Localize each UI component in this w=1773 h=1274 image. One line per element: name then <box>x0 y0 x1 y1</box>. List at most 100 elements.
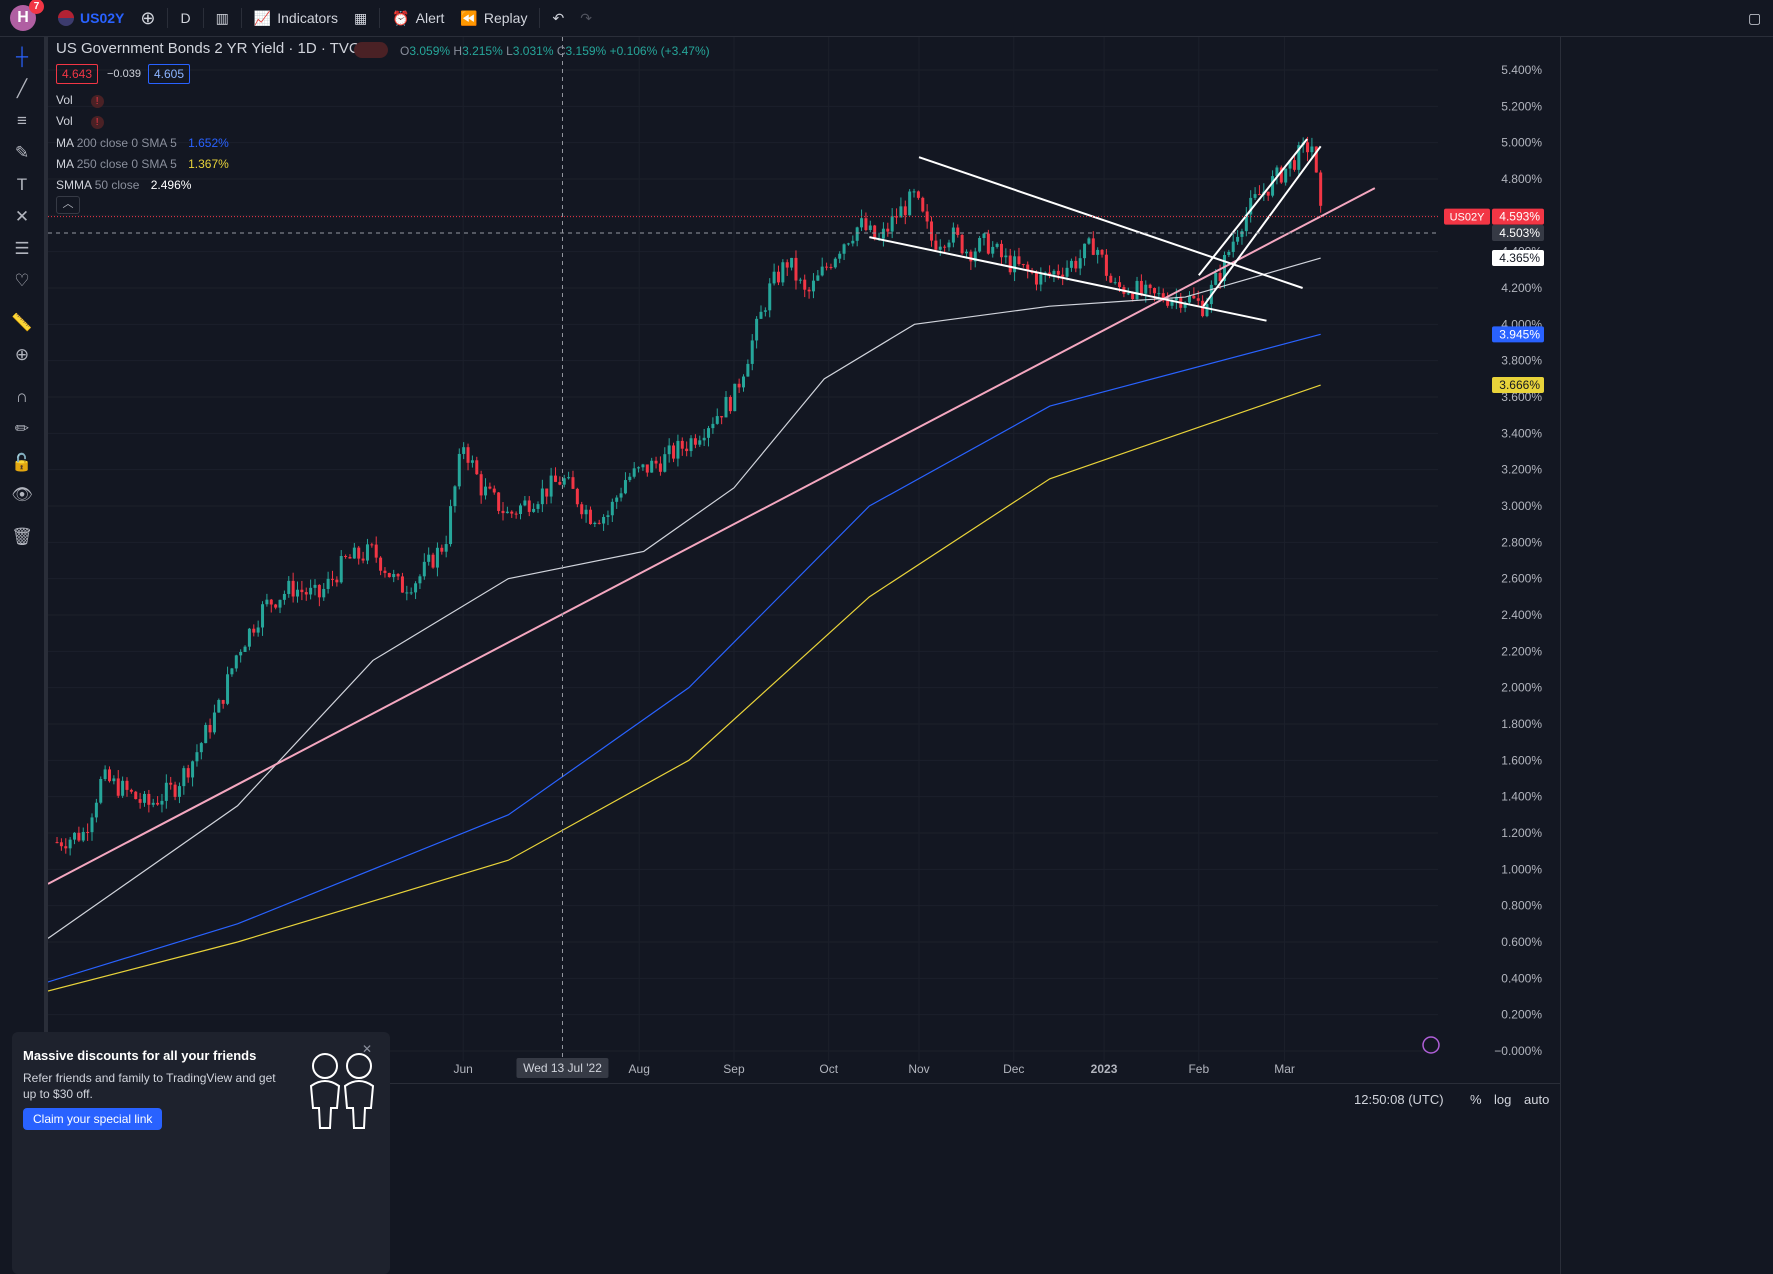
ma200-price-badge: 3.945% <box>1499 327 1540 341</box>
vol-indicator-1[interactable]: Vol! <box>56 93 104 108</box>
y-tick-label: 0.600% <box>1501 935 1542 949</box>
candle-body <box>129 789 133 792</box>
eye-icon[interactable]: 👁 <box>11 485 33 504</box>
warning-icon: ! <box>90 95 104 108</box>
trash-icon[interactable]: 🗑 <box>11 527 33 546</box>
candle-body <box>1109 275 1113 283</box>
trendline-tool-icon[interactable]: ╱ <box>16 79 28 98</box>
candle-body <box>392 574 396 578</box>
candle-body <box>1096 249 1100 255</box>
alert-button[interactable]: ⏰ Alert <box>384 0 452 36</box>
stay-drawing-icon[interactable]: ✏ <box>14 419 30 438</box>
crosshair-icon[interactable]: ┼ <box>15 47 29 66</box>
candle-body <box>951 227 955 243</box>
redo-button[interactable]: ↷ <box>572 0 600 36</box>
candle-body <box>1039 274 1043 285</box>
candle-body <box>1048 272 1052 275</box>
zoom-in-icon[interactable]: ⊕ <box>14 345 30 364</box>
smma-indicator[interactable]: SMMA 50 close 2.496% <box>56 178 191 192</box>
claim-link-button[interactable]: Claim your special link <box>23 1108 163 1130</box>
text-tool-icon[interactable]: T <box>16 175 28 194</box>
indicator-value: 2.496% <box>150 178 192 192</box>
candle-body <box>1187 295 1191 303</box>
percent-scale-button[interactable]: % <box>1470 1092 1482 1107</box>
indicators-icon: 📈 <box>253 9 272 26</box>
promo-title: Massive discounts for all your friends <box>23 1048 257 1063</box>
brush-tool-icon[interactable]: ✎ <box>14 143 30 162</box>
symbol-search-button[interactable]: US02Y <box>50 0 132 36</box>
visibility-toggle[interactable] <box>354 42 388 58</box>
crosshair-price-badge: 4.503% <box>1499 226 1540 240</box>
candle-body <box>156 802 160 805</box>
candle-body <box>816 275 820 281</box>
magnet-icon[interactable]: ∩ <box>15 387 29 406</box>
candle-body <box>239 651 243 656</box>
vol-indicator-2[interactable]: Vol! <box>56 114 104 129</box>
ma200-indicator[interactable]: MA 200 close 0 SMA 5 1.652% <box>56 136 229 150</box>
candle-body <box>217 700 221 713</box>
candle-body <box>693 438 697 445</box>
candle-body <box>1170 300 1174 306</box>
plus-circle-icon: ⊕ <box>140 7 156 28</box>
candle-body <box>291 580 295 597</box>
replay-button[interactable]: ⏪ Replay <box>452 0 535 36</box>
candle-body <box>654 460 658 464</box>
alarm-clock-icon: ⏰ <box>392 9 410 26</box>
candle-body <box>794 257 798 281</box>
interval-button[interactable]: D <box>172 0 198 36</box>
candle-body <box>103 769 107 779</box>
pattern-tool-icon[interactable]: ✕ <box>14 207 30 226</box>
drawn-trendline <box>869 236 1267 322</box>
candle-body <box>1253 194 1257 198</box>
candle-body <box>881 228 885 239</box>
candle-body <box>449 506 453 545</box>
candle-body <box>1074 260 1078 269</box>
ma250-indicator[interactable]: MA 250 close 0 SMA 5 1.367% <box>56 157 229 171</box>
candle-body <box>1227 251 1231 256</box>
y-tick-label: 3.000% <box>1501 499 1542 513</box>
indicators-button[interactable]: 📈 Indicators <box>246 0 346 36</box>
collapse-legend-button[interactable]: ︿ <box>56 196 80 214</box>
candle-body <box>107 769 111 782</box>
ma200-price-badge-bg <box>1492 326 1544 343</box>
fullscreen-button[interactable]: ▢ <box>1740 0 1769 36</box>
y-tick-label: 4.800% <box>1501 172 1542 186</box>
sell-button[interactable]: 4.643 <box>56 64 99 84</box>
ruler-icon[interactable]: 📏 <box>11 313 33 332</box>
chart-type-button[interactable]: ▥ <box>208 0 237 36</box>
indicator-params: 200 close 0 SMA 5 <box>76 136 177 150</box>
candle-body <box>864 218 868 231</box>
candle-body <box>134 791 138 800</box>
candle-body <box>121 780 125 796</box>
buy-button[interactable]: 4.605 <box>148 64 191 84</box>
user-avatar[interactable]: H 7 <box>10 0 44 31</box>
compare-symbol-button[interactable]: ⊕ <box>132 0 163 36</box>
ma-line <box>48 257 1321 939</box>
candle-body <box>610 501 614 516</box>
forecast-tool-icon[interactable]: ☰ <box>14 239 30 258</box>
candle-body <box>1201 300 1205 317</box>
candle-body <box>479 474 483 496</box>
candle-body <box>317 584 321 598</box>
log-scale-button[interactable]: log <box>1494 1092 1512 1107</box>
auto-scale-button[interactable]: auto <box>1524 1092 1550 1107</box>
lock-icon[interactable]: 🔓 <box>11 453 33 472</box>
candle-body <box>484 486 488 496</box>
candle-body <box>667 445 671 455</box>
heart-icon[interactable]: ♡ <box>14 271 30 290</box>
candle-body <box>580 504 584 515</box>
candle-body <box>1087 238 1091 244</box>
fib-tool-icon[interactable]: ≡ <box>17 111 27 130</box>
candle-body <box>632 468 636 477</box>
templates-button[interactable]: ▦ <box>346 0 375 36</box>
candle-body <box>55 842 59 844</box>
y-tick-label: 0.400% <box>1501 971 1542 985</box>
candle-body <box>357 547 361 559</box>
candle-body <box>282 593 286 600</box>
y-tick-label: 1.000% <box>1501 862 1542 876</box>
undo-button[interactable]: ↶ <box>544 0 572 36</box>
right-panel-edge <box>1560 37 1574 1274</box>
price-chart[interactable]: 5.400%5.200%5.000%4.800%4.600%4.400%4.20… <box>48 37 1560 1083</box>
candle-body <box>1297 145 1301 170</box>
close-icon[interactable]: ✕ <box>362 1042 373 1056</box>
